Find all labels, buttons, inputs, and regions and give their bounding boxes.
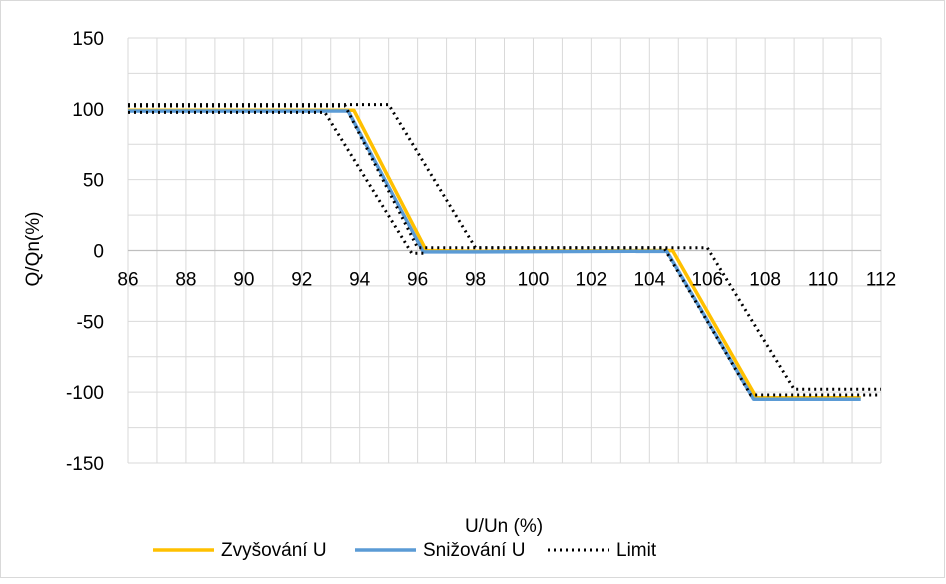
x-tick-label: 112 [866,270,896,291]
x-tick-label: 98 [465,270,486,291]
y-tick-label: 150 [72,29,104,50]
x-tick-label: 108 [749,270,781,291]
x-tick-label: 90 [233,270,254,291]
legend-label: Snižování U [423,540,525,561]
series-line-sni-ov-n-u [128,109,861,402]
series-layer [128,103,881,402]
x-tick-label: 88 [175,270,196,291]
x-tick-label: 96 [407,270,428,291]
x-tick-label: 94 [349,270,371,291]
x-tick-label: 106 [691,270,723,291]
series-line-limit-3 [128,110,427,255]
y-tick-label: -150 [66,454,104,475]
legend-label: Zvyšování U [221,540,327,561]
tick-layer: 150 100 50 0 -50 -100 -150 86 88 90 92 94 96 98 100 102… [66,29,896,475]
series-line-zvy-ov-n-u [128,108,861,400]
x-tick-label: 102 [576,270,608,291]
x-tick-label: 110 [808,270,838,291]
y-tick-label: 100 [72,100,104,121]
legend: Zvyšování U Snižování U Limit [153,540,657,561]
y-axis-title: Q/Qn(%) [23,212,44,287]
x-tick-label: 104 [633,270,665,291]
y-tick-label: 0 [93,242,104,263]
x-tick-label: 100 [518,270,550,291]
x-axis-title: U/Un (%) [465,516,543,537]
y-tick-label: -50 [77,312,104,333]
x-tick-label: 92 [291,270,312,291]
series-line-limit-4 [128,103,881,391]
legend-label: Limit [616,540,657,561]
x-tick-label: 86 [117,270,138,291]
y-tick-label: 50 [83,171,104,192]
y-tick-label: -100 [66,383,104,404]
